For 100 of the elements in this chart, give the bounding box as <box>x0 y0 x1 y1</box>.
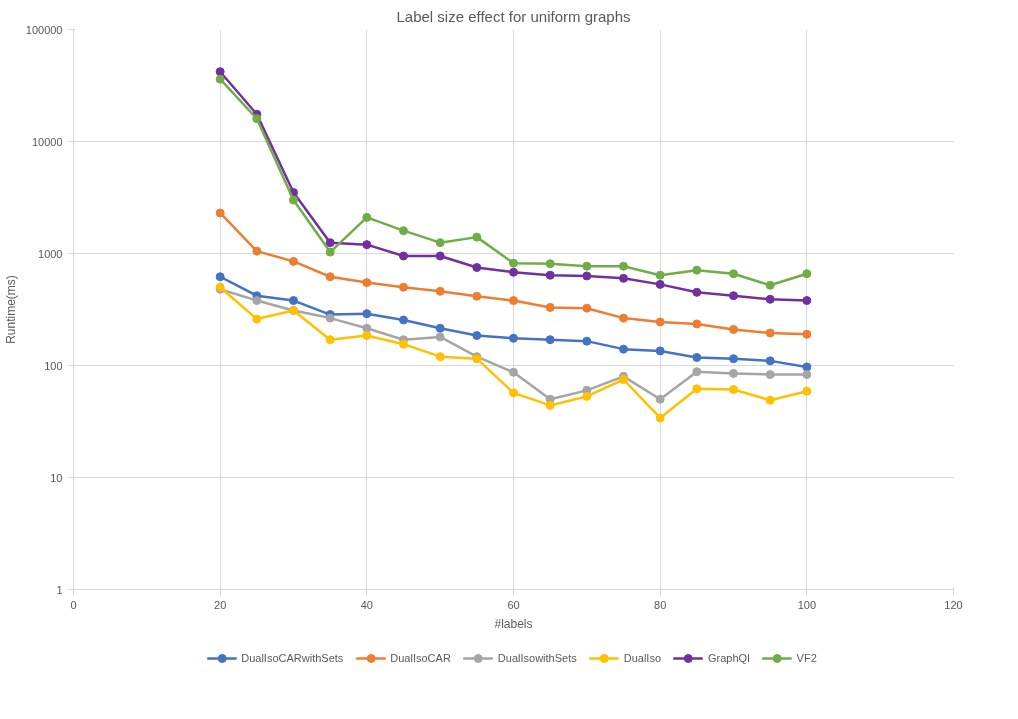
point <box>325 335 335 345</box>
point <box>802 362 812 372</box>
point <box>729 269 738 279</box>
point <box>435 286 445 296</box>
point <box>509 367 518 377</box>
point <box>692 287 702 297</box>
legend-label: DualIso <box>623 652 662 664</box>
point <box>655 346 665 356</box>
point <box>619 375 628 384</box>
point <box>509 388 518 398</box>
point <box>802 329 812 339</box>
point <box>472 291 482 301</box>
point <box>509 267 518 277</box>
point <box>215 208 225 218</box>
point <box>692 384 702 394</box>
point <box>729 354 738 364</box>
point <box>692 352 702 362</box>
y-tick-label: 1000 <box>38 247 63 260</box>
point <box>435 352 445 362</box>
point <box>362 331 372 341</box>
x-tick-label: 60 <box>507 598 520 611</box>
y-tick-label: 10000 <box>31 135 63 148</box>
point <box>729 368 738 378</box>
point <box>655 413 665 423</box>
point <box>582 271 592 281</box>
point <box>729 324 738 334</box>
point <box>545 270 555 280</box>
point <box>325 272 335 282</box>
x-tick-label: 0 <box>70 598 77 611</box>
legend-label: DualIsowithSets <box>497 652 577 664</box>
point <box>729 291 738 301</box>
point <box>582 261 592 271</box>
x-tick-label: 20 <box>214 598 227 611</box>
legend-label: DualIsoCARwithSets <box>241 652 344 664</box>
x-tick-label: 40 <box>360 598 373 611</box>
point <box>765 395 775 405</box>
point <box>399 251 408 261</box>
point <box>765 328 775 338</box>
point <box>729 385 738 395</box>
point <box>362 309 372 319</box>
point <box>362 323 372 333</box>
point <box>215 272 225 282</box>
point <box>619 273 628 283</box>
point <box>399 226 408 236</box>
point <box>362 240 372 250</box>
point <box>252 114 262 124</box>
point <box>362 278 372 288</box>
x-tick-label: 120 <box>944 598 963 611</box>
point <box>802 269 812 279</box>
point <box>362 212 372 222</box>
point <box>619 344 628 354</box>
point <box>802 296 812 306</box>
point <box>435 251 445 261</box>
point <box>765 356 775 366</box>
point <box>692 319 702 329</box>
legend-label: GraphQl <box>708 652 750 664</box>
point <box>472 263 482 272</box>
point <box>435 238 445 248</box>
point <box>252 246 262 256</box>
point <box>215 67 225 77</box>
y-tick-label: 100000 <box>25 23 63 36</box>
point <box>655 317 665 327</box>
point <box>802 386 812 396</box>
legend-label: VF2 <box>796 652 817 664</box>
point <box>435 323 445 333</box>
y-tick-label: 1 <box>56 583 63 596</box>
point <box>545 400 555 410</box>
point <box>325 238 335 248</box>
point <box>252 314 262 324</box>
point <box>435 332 445 342</box>
chart-title: Label size effect for uniform graphs <box>396 7 631 25</box>
point <box>765 280 775 290</box>
point <box>289 256 298 266</box>
point <box>655 279 665 289</box>
point <box>545 335 555 345</box>
y-axis-title: Runtime(ms) <box>3 275 18 344</box>
point <box>289 296 298 306</box>
point <box>655 394 665 404</box>
x-axis-title: #labels <box>494 616 533 631</box>
point <box>472 331 482 341</box>
point <box>765 370 775 380</box>
point <box>509 296 518 306</box>
legend-label: DualIsoCAR <box>390 652 451 664</box>
point <box>619 313 628 323</box>
point <box>399 315 408 325</box>
point <box>582 391 592 401</box>
point <box>472 232 482 242</box>
point <box>399 282 408 292</box>
point <box>765 294 775 304</box>
point <box>252 296 262 306</box>
point <box>509 258 518 268</box>
x-tick-label: 80 <box>654 598 667 611</box>
point <box>582 336 592 346</box>
point <box>655 270 665 280</box>
point <box>545 302 555 312</box>
point <box>692 367 702 377</box>
point <box>619 261 628 271</box>
point <box>289 195 298 205</box>
point <box>509 333 518 343</box>
point <box>215 74 225 84</box>
